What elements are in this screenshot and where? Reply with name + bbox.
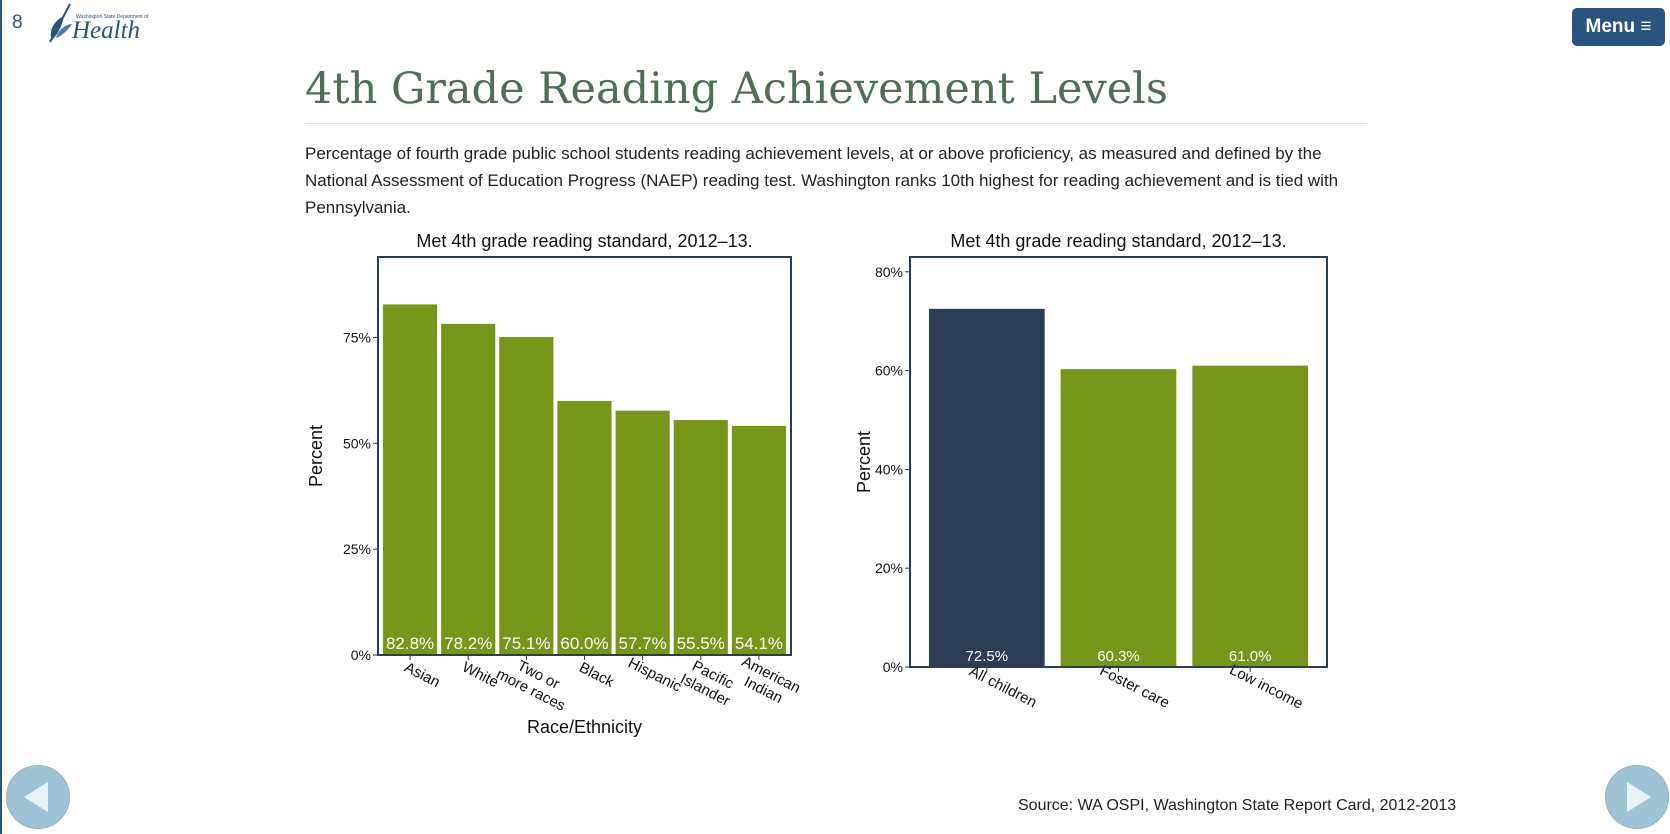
bar-value-label: 72.5% xyxy=(966,648,1009,665)
chart-title: Met 4th grade reading standard, 2012–13. xyxy=(416,231,752,251)
bar-value-label: 54.1% xyxy=(735,634,783,653)
bar xyxy=(499,337,554,655)
bar-value-label: 60.3% xyxy=(1097,648,1140,665)
bar xyxy=(929,308,1045,667)
y-tick-label: 0% xyxy=(883,659,903,675)
page-description: Percentage of fourth grade public school… xyxy=(305,144,1339,217)
bar xyxy=(615,410,670,655)
arrow-left-icon xyxy=(24,782,48,812)
previous-slide-button[interactable] xyxy=(6,765,70,829)
bar-value-label: 82.8% xyxy=(386,634,434,653)
next-slide-button[interactable] xyxy=(1605,765,1669,829)
bar xyxy=(557,400,612,655)
y-tick-label: 75% xyxy=(343,329,371,345)
y-axis-label: Percent xyxy=(854,431,874,493)
x-axis-label: Race/Ethnicity xyxy=(527,717,642,737)
y-tick-label: 20% xyxy=(875,560,903,576)
plot-frame xyxy=(377,256,792,656)
bar xyxy=(383,304,438,655)
bar xyxy=(1060,369,1177,667)
x-tick-label: Foster care xyxy=(1097,662,1172,712)
bar xyxy=(731,425,786,655)
bar-value-label: 55.5% xyxy=(677,634,725,653)
logo-small-text: Washington State Department of xyxy=(76,14,149,20)
logo-mark-icon xyxy=(49,3,72,43)
bar-value-label: 61.0% xyxy=(1229,648,1272,665)
y-tick-label: 40% xyxy=(875,461,903,477)
page-number: 8 xyxy=(12,12,23,33)
y-tick-label: 25% xyxy=(343,541,371,557)
bar xyxy=(673,420,728,655)
y-tick-label: 80% xyxy=(875,264,903,280)
x-tick-label: Low income xyxy=(1227,661,1306,712)
source-note: Source: WA OSPI, Washington State Report… xyxy=(1018,797,1457,814)
logo-health-text: Health xyxy=(72,17,141,44)
x-tick-label: All children xyxy=(966,663,1039,711)
bar-value-label: 75.1% xyxy=(502,634,550,653)
left-edge-border xyxy=(0,0,2,834)
y-tick-label: 60% xyxy=(875,363,903,379)
bar-value-label: 57.7% xyxy=(619,634,667,653)
y-tick-label: 0% xyxy=(351,647,371,663)
y-axis-label: Percent xyxy=(306,425,326,487)
bar xyxy=(1192,365,1308,667)
title-divider xyxy=(305,123,1367,124)
y-tick-label: 50% xyxy=(343,435,371,451)
arrow-right-icon xyxy=(1627,782,1651,812)
bar xyxy=(441,323,496,655)
health-logo: Washington State Department of Health xyxy=(44,2,148,46)
bar-value-label: 78.2% xyxy=(444,634,492,653)
page-title: 4th Grade Reading Achievement Levels xyxy=(305,64,1169,114)
bar-value-label: 60.0% xyxy=(560,634,608,653)
plot-frame xyxy=(909,256,1328,668)
menu-button[interactable]: Menu ≡ xyxy=(1572,8,1665,46)
chart-title: Met 4th grade reading standard, 2012–13. xyxy=(950,231,1286,251)
